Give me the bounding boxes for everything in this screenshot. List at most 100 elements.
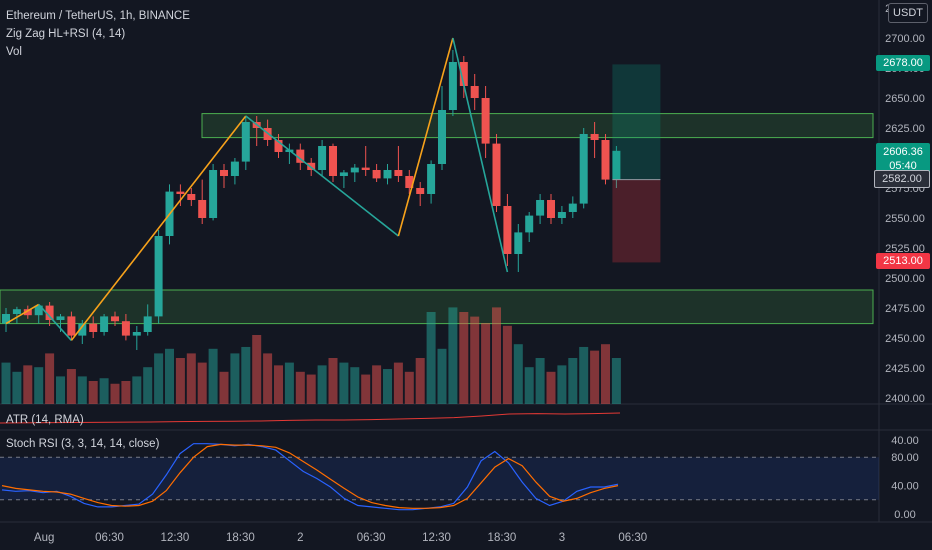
entry-price-tag: 2582.00: [874, 170, 930, 188]
candle-body: [481, 98, 490, 144]
volume-bar: [361, 374, 371, 404]
support-resistance-zone: [201, 113, 874, 139]
volume-bar: [611, 358, 621, 404]
volume-bar: [426, 312, 436, 404]
time-tick-label: 06:30: [618, 532, 647, 544]
volume-bar: [492, 307, 501, 404]
time-tick-label: 3: [559, 532, 565, 544]
candle-body: [198, 200, 207, 218]
volume-bar: [23, 365, 33, 404]
currency-selector[interactable]: USDT: [888, 3, 928, 23]
volume-bar: [568, 358, 578, 404]
candle-body: [503, 206, 512, 254]
volume-bar: [535, 358, 545, 404]
volume-bar: [197, 362, 207, 404]
legend-atr[interactable]: ATR (14, RMA): [6, 414, 84, 426]
candle-body: [547, 200, 555, 218]
volume-bar: [88, 381, 98, 404]
price-tick-label: 2625.00: [885, 123, 925, 135]
time-tick-label: 06:30: [95, 532, 124, 544]
volume-bar: [328, 358, 338, 404]
candle-body: [241, 122, 250, 162]
volume-bar: [470, 316, 480, 404]
volume-bar: [186, 353, 196, 404]
volume-bar: [372, 365, 382, 404]
volume-bar: [274, 365, 283, 404]
candle-body: [12, 309, 21, 314]
volume-bar: [383, 369, 392, 404]
atr-tick-label: 40.00: [891, 435, 919, 447]
last-price: 2606.36: [883, 146, 923, 158]
candle-body: [568, 203, 577, 212]
volume-bar: [208, 348, 218, 404]
candle-body: [525, 215, 534, 233]
volume-bar: [339, 362, 349, 404]
volume-bar: [121, 381, 131, 404]
price-tick-label: 2700.00: [885, 33, 925, 45]
candle-body: [579, 134, 588, 204]
volume-bar: [143, 367, 153, 404]
candle-body: [274, 140, 283, 152]
candle-body: [307, 162, 316, 170]
candle-body: [187, 194, 196, 200]
candle-body: [132, 332, 141, 336]
candle-body: [361, 167, 370, 170]
volume-bar: [252, 335, 262, 404]
volume-bar: [306, 374, 316, 404]
volume-bar: [241, 346, 251, 404]
zigzag-segment: [5, 303, 40, 325]
legend-stoch-rsi[interactable]: Stoch RSI (3, 3, 14, 14, close): [6, 438, 160, 450]
legend-volume[interactable]: Vol: [6, 46, 22, 58]
candle-body: [100, 316, 109, 332]
volume-bar: [579, 346, 589, 404]
volume-bar: [66, 369, 76, 404]
stoch-d-line: [1, 443, 619, 509]
position-stop-area: [612, 179, 661, 263]
candle-body: [536, 200, 545, 216]
candle-body: [23, 309, 32, 316]
candle-body: [612, 150, 621, 180]
legend-symbol[interactable]: Ethereum / TetherUS, 1h, BINANCE: [6, 10, 190, 22]
time-tick-label: 12:30: [422, 532, 451, 544]
candle-body: [2, 314, 10, 324]
candle-body: [339, 172, 348, 176]
volume-bar: [404, 371, 414, 404]
time-tick-label: 2: [297, 532, 303, 544]
candle-body: [209, 170, 218, 218]
stoch-tick-label: 0.00: [894, 509, 915, 521]
candle-body: [111, 316, 119, 322]
price-tick-label: 2400.00: [885, 393, 925, 405]
volume-bar: [415, 358, 425, 404]
volume-bar: [284, 362, 294, 404]
zigzag-segment: [397, 37, 454, 237]
volume-bar: [263, 353, 273, 404]
time-tick-label: Aug: [34, 532, 54, 544]
volume-bar: [437, 348, 447, 404]
candle-body: [176, 191, 185, 194]
candle-body: [394, 170, 403, 176]
volume-bar: [110, 383, 120, 404]
time-tick-label: 06:30: [357, 532, 386, 544]
volume-bar: [132, 376, 142, 404]
price-tick-label: 2650.00: [885, 93, 925, 105]
volume-bar: [317, 365, 327, 404]
volume-bar: [12, 371, 22, 404]
volume-bar: [77, 376, 87, 404]
candle-body: [45, 305, 54, 320]
candle-body: [329, 146, 337, 176]
time-tick-label: 12:30: [161, 532, 190, 544]
candle-body: [318, 146, 327, 170]
volume-bar: [601, 344, 610, 404]
price-tick-label: 2550.00: [885, 213, 925, 225]
volume-bar: [459, 312, 469, 404]
candle-body: [470, 86, 479, 98]
target-price-tag: 2678.00: [876, 55, 930, 71]
candle-body: [590, 134, 599, 140]
volume-bar: [154, 353, 164, 404]
price-tick-label: 2525.00: [885, 243, 925, 255]
volume-bar: [546, 371, 556, 404]
stoch-k-line: [1, 443, 619, 511]
legend-zigzag[interactable]: Zig Zag HL+RSI (4, 14): [6, 28, 126, 40]
volume-bar: [513, 344, 523, 404]
